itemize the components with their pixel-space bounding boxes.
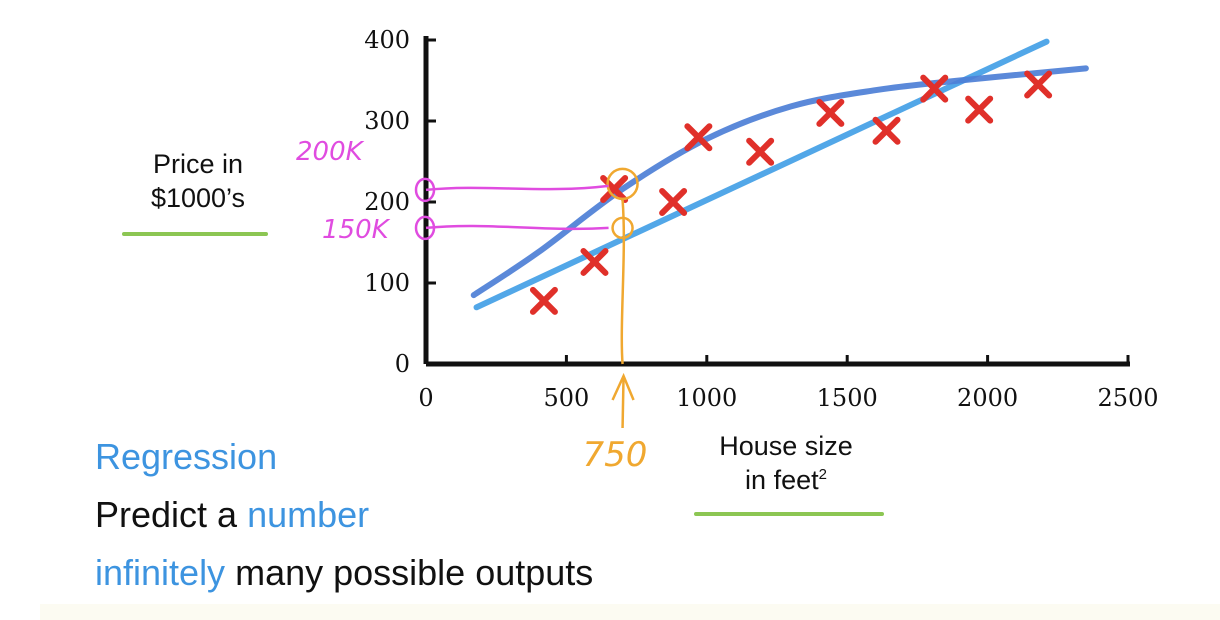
annotations: 750 200K 150K [296, 137, 647, 475]
data-point-9 [965, 95, 994, 124]
data-point-8 [920, 74, 949, 103]
fit-line-linear [473, 38, 1050, 311]
data-point-stroke-b [816, 98, 845, 127]
y-tick-label-4: 400 [364, 26, 410, 54]
data-point-6 [816, 98, 845, 127]
orange-circle-line [611, 216, 634, 240]
x-axis-label: House size in feet2 [676, 430, 896, 498]
x-tick-label-4: 2000 [957, 384, 1018, 412]
caption-outputs: many possible outputs [235, 552, 594, 593]
y-axis-label-line2: $1000’s [150, 182, 246, 213]
footer-band [40, 604, 1220, 620]
data-point-stroke-b [746, 137, 775, 166]
pink-guide-1 [425, 224, 609, 231]
y-axis-label-underline [122, 232, 268, 236]
data-point-stroke-b [529, 286, 558, 315]
data-point-stroke-b [1024, 70, 1053, 99]
orange-circle-curve [606, 167, 639, 201]
data-point-5 [746, 137, 775, 166]
caption-number: number [247, 494, 370, 535]
caption-line-3: infinitely many possible outputs [95, 552, 593, 594]
x-tick-label-1: 500 [543, 384, 589, 412]
orange-arrow-shaft [621, 375, 625, 429]
data-point-stroke-b [600, 175, 629, 204]
y-tick-label-2: 200 [364, 188, 410, 216]
x-tick-label-0: 0 [418, 384, 433, 412]
y-tick-label-1: 100 [364, 269, 410, 297]
x-tick-label-2: 1000 [676, 384, 737, 412]
x-axis-label-superscript: 2 [818, 465, 827, 483]
y-marker-label-1: 150K [322, 215, 391, 245]
y-tick-label-0: 0 [395, 350, 410, 378]
data-point-stroke-b [965, 95, 994, 124]
pink-guide-0 [425, 184, 609, 192]
caption-title: Regression [95, 436, 278, 477]
data-point-0 [529, 286, 558, 315]
data-point-stroke-b [659, 188, 688, 216]
y-tick-label-3: 300 [364, 107, 410, 135]
data-point-stroke-b [684, 123, 713, 152]
fit-line-curve [470, 65, 1089, 299]
x-axis-label-underline [694, 512, 884, 516]
caption-line-2: Predict a number [95, 494, 369, 536]
orange-guide-line [620, 199, 626, 365]
x-axis-label-line2: in feet2 [676, 464, 896, 498]
data-point-1 [580, 247, 609, 276]
pink-circle-0 [414, 177, 436, 203]
x-tick-label-3: 1500 [817, 384, 878, 412]
x-axis-label-line1: House size [719, 431, 853, 461]
caption-infinitely: infinitely [95, 552, 226, 593]
x-tick-label-5: 2500 [1097, 384, 1158, 412]
y-axis-label-line1: Price in [152, 149, 244, 179]
caption-predict: Predict a [95, 494, 238, 535]
axes: 0 500 1000 1500 2000 2500 0 100 200 300 400 [364, 26, 1158, 412]
data-point-7 [872, 116, 901, 145]
x-axis-label-line2-text: in feet [745, 464, 819, 495]
data-point-4 [684, 123, 713, 152]
x-marker-label: 750 [583, 435, 648, 475]
data-point-stroke-b [920, 74, 949, 103]
data-point-stroke-b [580, 247, 609, 276]
data-point-3 [659, 188, 688, 216]
data-point-10 [1024, 70, 1053, 99]
y-axis-label: Price in $1000’s [118, 148, 278, 216]
fit-lines [470, 38, 1089, 311]
pink-circle-1 [414, 215, 436, 241]
data-point-stroke-b [872, 116, 901, 145]
y-marker-label-0: 200K [296, 137, 365, 167]
